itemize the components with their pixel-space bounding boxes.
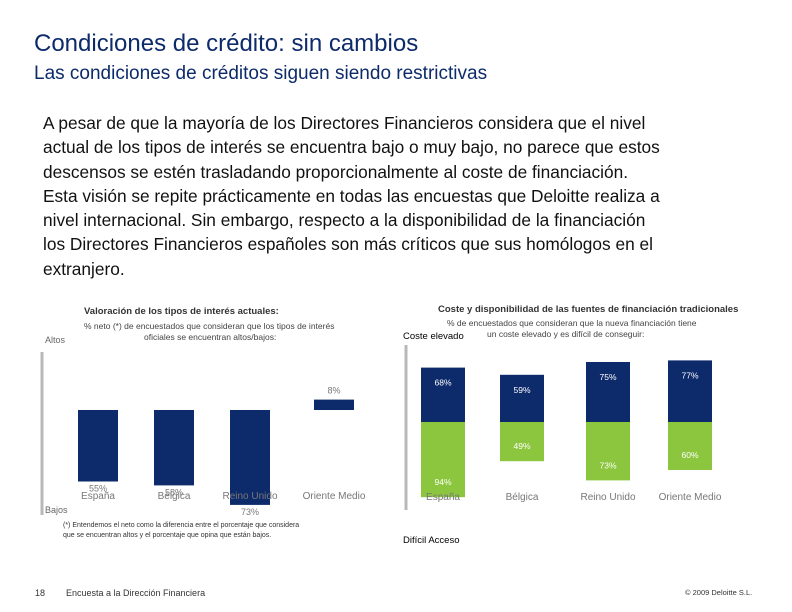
body-line: Esta visión se repite prácticamente en t… [43,185,660,206]
body-line: A pesar de que la mayoría de los Directo… [43,113,646,133]
chart2-bottom-label: Difícil Acceso [403,535,460,546]
footnote: (*) Entendemos el neto como la diferenci… [63,521,363,541]
chart2-subtitle: % de encuestados que consideran que la n… [447,318,727,340]
body-paragraph: A pesar de que la mayoría de los Directo… [43,111,773,281]
chart2-subtitle-line: un coste elevado y es difícil de consegu… [487,329,645,339]
chart2-bar-coste [586,362,630,422]
body-line: extranjero. [43,258,125,279]
chart2-category-label: Reino Unido [580,492,635,503]
chart1-top-label: Altos [45,335,66,345]
chart1-category-label: España [81,491,115,502]
chart2-title: Coste y disponibilidad de las fuentes de… [438,304,739,315]
chart2-bar-coste [500,374,544,422]
chart2-top-label: Coste elevado [403,331,464,342]
copyright: © 2009 Deloitte S.L. [685,588,753,597]
chart2-category-label: Bélgica [506,492,539,503]
chart1-title: Valoración de los tipos de interés actua… [84,306,279,317]
page-subtitle: Las condiciones de créditos siguen siend… [34,63,488,84]
chart2-bar-acceso [421,422,465,498]
chart1-bottom-label: Bajos [45,505,68,515]
chart2-label-acceso: 94% [434,477,451,487]
chart1-data-label: 8% [327,386,340,396]
chart2-label-coste: 75% [599,372,616,382]
page-title: Condiciones de crédito: sin cambios [34,30,419,57]
chart2-bar-acceso [668,422,712,470]
body-line: actual de los tipos de interés se encuen… [43,137,660,158]
chart1-bar [154,410,194,486]
footnote-line: (*) Entendemos el neto como la diferenci… [63,522,300,529]
chart1-bar [230,410,270,505]
chart1-category-label: Oriente Medio [303,491,366,502]
chart2-label-coste: 68% [434,378,451,388]
footer-title: Encuesta a la Dirección Financiera [66,588,206,598]
chart2-bar-coste [668,360,712,422]
chart2-category-label: Oriente Medio [659,492,722,503]
chart1-data-label: 58% [165,487,183,497]
footnote-line: que se encuentran altos y el porcentaje … [63,532,272,539]
chart1-bar [78,410,118,482]
chart1-category-label: Bélgica [158,491,191,502]
body-line: descensos se estén trasladando proporcio… [43,161,629,182]
chart1-subtitle: % neto (*) de encuestados que consideran… [84,321,384,343]
chart1-subtitle-line: oficiales se encuentran altos/bajos: [144,332,277,342]
chart1-category-label: Reino Unido [222,491,277,502]
body-line: los Directores Financieros españoles son… [43,234,653,255]
chart2-bar-coste [421,367,465,422]
chart1-data-label: 55% [89,484,107,494]
chart2-bar-acceso [586,422,630,481]
chart2-category-label: España [426,492,460,503]
chart2-label-acceso: 49% [513,441,530,451]
body-line: nivel internacional. Sin embargo, respec… [43,210,646,231]
chart2-bar-acceso [500,422,544,462]
chart2-label-coste: 59% [513,385,530,395]
chart1-data-label: 73% [241,507,259,517]
chart1-subtitle-line: % neto (*) de encuestados que consideran… [84,321,335,331]
chart1-bar [314,399,354,410]
page-number: 18 [35,588,46,598]
chart2-label-acceso: 73% [599,460,616,470]
chart2-subtitle-line: % de encuestados que consideran que la n… [447,318,697,328]
chart2-label-coste: 77% [681,370,698,380]
chart2-label-acceso: 60% [681,450,698,460]
